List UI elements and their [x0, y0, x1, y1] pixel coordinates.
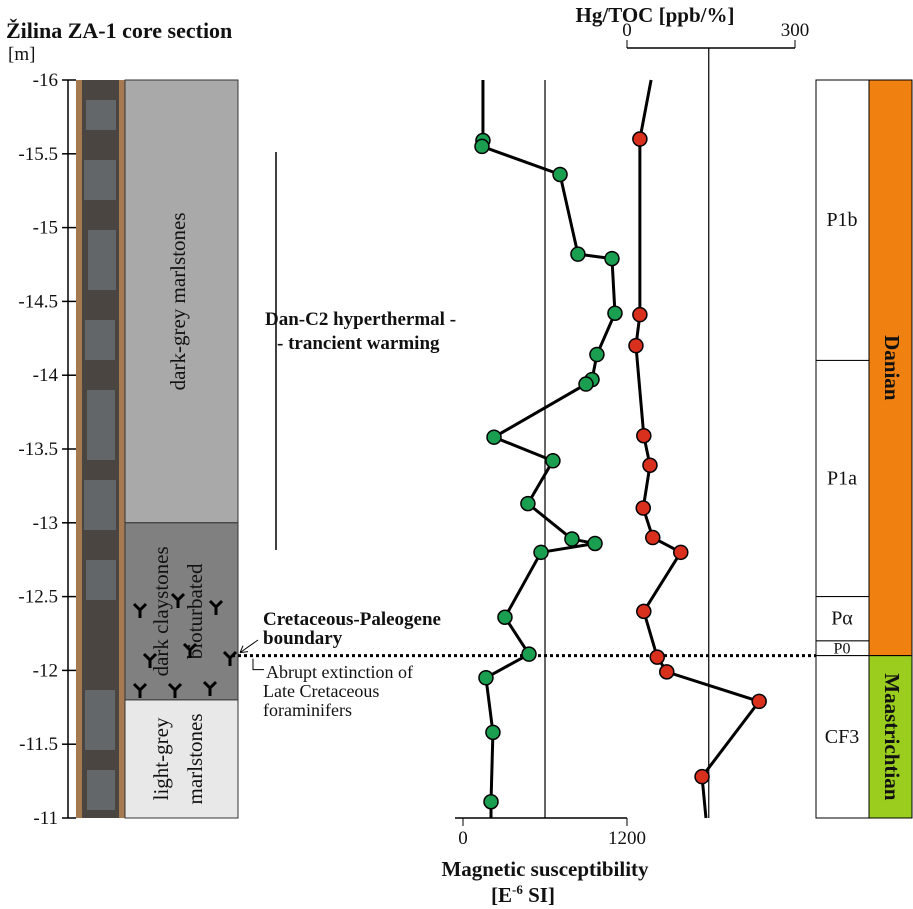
data-point	[633, 308, 647, 322]
data-point	[534, 545, 548, 559]
hyperthermal-label: - trancient warming	[277, 333, 440, 354]
data-point	[590, 348, 604, 362]
data-point	[565, 532, 579, 546]
x2-label: Hg/TOC [ppb/%]	[576, 3, 735, 27]
figure: Žilina ZA-1 core section [m] Hg/TOC [ppb…	[0, 0, 913, 909]
core-photo	[76, 80, 125, 818]
zone-label: P1a	[827, 468, 857, 490]
data-point	[571, 247, 585, 261]
data-point	[643, 458, 657, 472]
hyperthermal-label: Dan-C2 hyperthermal -	[265, 309, 456, 330]
y-tick-label: -15	[33, 218, 58, 239]
x-unit-sup: -6	[512, 882, 523, 897]
data-point	[650, 650, 664, 664]
data-point	[479, 671, 493, 685]
data-point	[486, 725, 500, 739]
y-tick-label: -11	[33, 808, 58, 829]
y-tick-label: -14.5	[18, 291, 58, 312]
title: Žilina ZA-1 core section	[6, 18, 232, 43]
data-point	[498, 610, 512, 624]
data-point	[674, 545, 688, 559]
x-unit-base: [E	[491, 883, 512, 907]
data-point	[646, 531, 660, 545]
data-point	[636, 501, 650, 515]
boundary-label: boundary	[263, 628, 343, 649]
x-label: Magnetic susceptibility	[441, 857, 649, 881]
y-tick-label: -12.5	[18, 587, 58, 608]
lithology-unit	[125, 700, 238, 818]
extinction-label: foraminifers	[263, 700, 352, 720]
extinction-pointer	[253, 659, 264, 670]
lithology-label: dark-grey marlstones	[166, 212, 190, 390]
data-point	[522, 647, 536, 661]
data-point	[546, 454, 560, 468]
data-point	[484, 795, 498, 809]
data-point	[487, 430, 501, 444]
extinction-label: Late Cretaceous	[263, 681, 379, 701]
zone-label: Pα	[831, 608, 853, 630]
lithology-label: light-grey	[149, 717, 173, 800]
data-point	[553, 167, 567, 181]
x-tick-label: 0	[458, 828, 468, 849]
y-tick-label: -15.5	[18, 144, 58, 165]
x2-tick-label: 0	[622, 20, 632, 41]
boundary-label: Cretaceous-Paleogene	[263, 609, 441, 630]
series-line	[636, 80, 759, 818]
data-point	[633, 132, 647, 146]
data-point	[605, 252, 619, 266]
stage-label: Maastrichtian	[880, 673, 904, 800]
y-tick-label: -11.5	[19, 734, 58, 755]
data-point	[660, 665, 674, 679]
y-tick-label: -14	[33, 365, 59, 386]
data-point	[588, 536, 602, 550]
data-point	[752, 694, 766, 708]
series-line	[482, 80, 615, 818]
y-tick-label: -13	[33, 513, 58, 534]
x-unit-rest: SI]	[523, 883, 555, 907]
lithology-label: marlstones	[183, 713, 207, 804]
y-tick-label: -12	[33, 660, 58, 681]
lithology-unit	[125, 523, 238, 700]
data-point	[579, 377, 593, 391]
y-unit: [m]	[8, 44, 35, 65]
data-point	[475, 139, 489, 153]
zone-label: CF3	[825, 726, 859, 748]
data-point	[608, 306, 622, 320]
zone-label: P0	[834, 641, 851, 658]
data-point	[521, 497, 535, 511]
data-point	[695, 770, 709, 784]
x2-tick-label: 300	[781, 20, 810, 41]
data-point	[629, 339, 643, 353]
extinction-label: Abrupt extinction of	[266, 662, 413, 682]
data-point	[637, 429, 651, 443]
boundary-arrow	[240, 640, 258, 653]
zone-label: P1b	[826, 209, 857, 231]
y-tick-label: -13.5	[18, 439, 58, 460]
y-tick-label: -16	[33, 70, 58, 91]
x-unit: [E-6 SI]	[491, 882, 555, 907]
x-tick-label: 1200	[608, 828, 646, 849]
data-point	[637, 604, 651, 618]
stage-label: Danian	[880, 335, 904, 401]
